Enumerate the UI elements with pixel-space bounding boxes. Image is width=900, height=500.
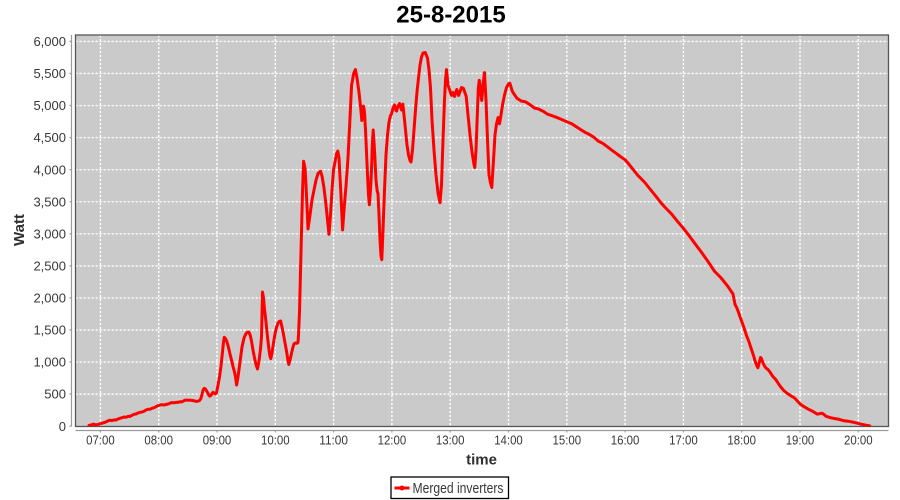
svg-text:4,500: 4,500 [33, 130, 66, 145]
svg-text:6,000: 6,000 [33, 34, 66, 49]
svg-text:5,500: 5,500 [33, 66, 66, 81]
svg-text:10:00: 10:00 [261, 433, 290, 448]
svg-text:Watt: Watt [11, 214, 28, 246]
svg-text:19:00: 19:00 [786, 433, 815, 448]
svg-text:2,500: 2,500 [33, 258, 66, 273]
svg-text:4,000: 4,000 [33, 162, 66, 177]
svg-text:18:00: 18:00 [727, 433, 756, 448]
svg-text:14:00: 14:00 [494, 433, 523, 448]
svg-text:5,000: 5,000 [33, 98, 66, 113]
svg-text:07:00: 07:00 [86, 433, 115, 448]
svg-text:1,000: 1,000 [33, 355, 66, 370]
svg-text:08:00: 08:00 [144, 433, 173, 448]
svg-text:16:00: 16:00 [611, 433, 640, 448]
svg-text:3,500: 3,500 [33, 194, 66, 209]
svg-text:09:00: 09:00 [203, 433, 232, 448]
svg-text:time: time [466, 452, 497, 469]
svg-text:500: 500 [44, 387, 66, 402]
svg-text:15:00: 15:00 [553, 433, 582, 448]
svg-text:3,000: 3,000 [33, 226, 66, 241]
svg-text:13:00: 13:00 [436, 433, 465, 448]
svg-text:20:00: 20:00 [844, 433, 873, 448]
svg-text:1,500: 1,500 [33, 323, 66, 338]
svg-text:Merged inverters: Merged inverters [413, 480, 504, 497]
svg-text:17:00: 17:00 [669, 433, 698, 448]
svg-text:25-8-2015: 25-8-2015 [396, 2, 505, 29]
svg-text:2,000: 2,000 [33, 291, 66, 306]
svg-text:12:00: 12:00 [378, 433, 407, 448]
svg-text:0: 0 [59, 419, 66, 434]
svg-text:11:00: 11:00 [319, 433, 348, 448]
